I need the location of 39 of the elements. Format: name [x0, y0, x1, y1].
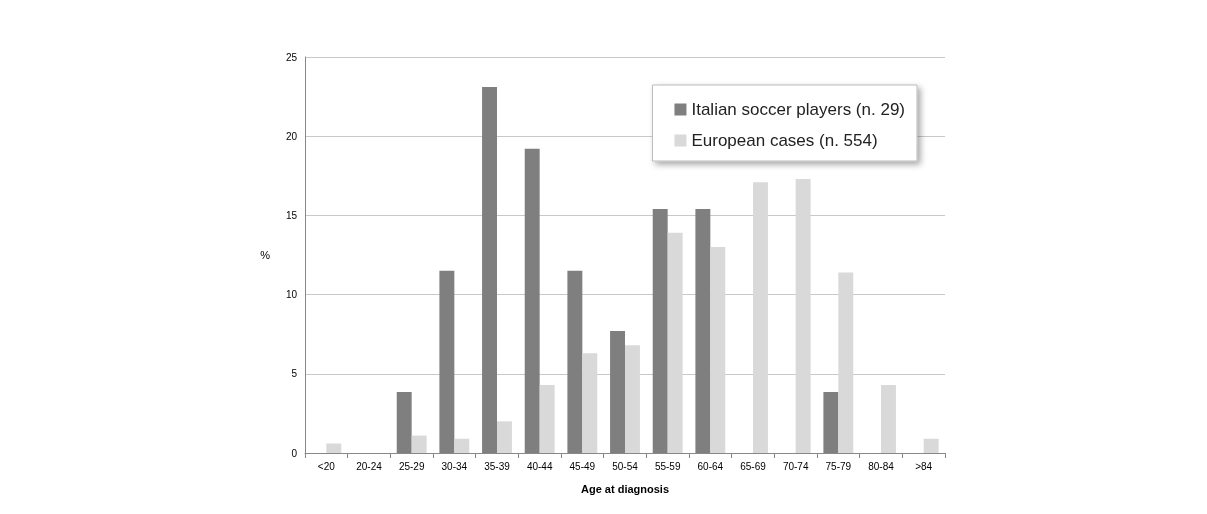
- x-tick-label: 60-64: [697, 460, 724, 472]
- y-tick-label: 25: [285, 51, 298, 63]
- bar: [923, 438, 939, 453]
- x-tick-label: 80-84: [868, 460, 895, 472]
- bar: [539, 384, 555, 453]
- bar: [710, 247, 726, 453]
- bar: [881, 384, 896, 453]
- x-tick-label: 40-44: [526, 460, 553, 472]
- x-tick-label: >84: [915, 460, 933, 472]
- x-tick-label: 30-34: [441, 460, 468, 472]
- bar: [795, 178, 811, 453]
- y-tick-label: 0: [291, 447, 298, 459]
- bar: [326, 443, 342, 453]
- x-tick-label: 70-74: [782, 460, 809, 472]
- x-tick-label: 45-49: [569, 460, 596, 472]
- y-axis-title: %: [260, 249, 271, 261]
- y-tick-label: 20: [285, 130, 298, 142]
- y-tick-label: 15: [285, 209, 298, 221]
- legend-label: Italian soccer players (n. 29): [691, 100, 906, 119]
- x-tick-label: 25-29: [398, 460, 425, 472]
- bar: [753, 182, 768, 453]
- bar: [667, 232, 683, 453]
- bar: [625, 345, 640, 453]
- x-tick-label: 35-39: [484, 460, 511, 472]
- x-axis-title: Age at diagnosis: [580, 482, 670, 495]
- x-tick-label: 20-24: [356, 460, 383, 472]
- x-tick-label: 55-59: [654, 460, 681, 472]
- y-tick-label: 10: [285, 289, 298, 301]
- bar: [582, 353, 598, 453]
- x-tick-label: <20: [317, 460, 336, 472]
- bar: [497, 421, 512, 453]
- x-tick-label: 50-54: [612, 460, 639, 472]
- x-tick-label: 65-69: [740, 460, 767, 472]
- bar: [411, 435, 427, 453]
- y-tick-label: 5: [291, 368, 298, 380]
- x-tick-label: 75-79: [825, 460, 852, 472]
- bar: [454, 438, 470, 453]
- bar: [838, 272, 854, 453]
- legend-label: European cases (n. 554): [691, 131, 878, 150]
